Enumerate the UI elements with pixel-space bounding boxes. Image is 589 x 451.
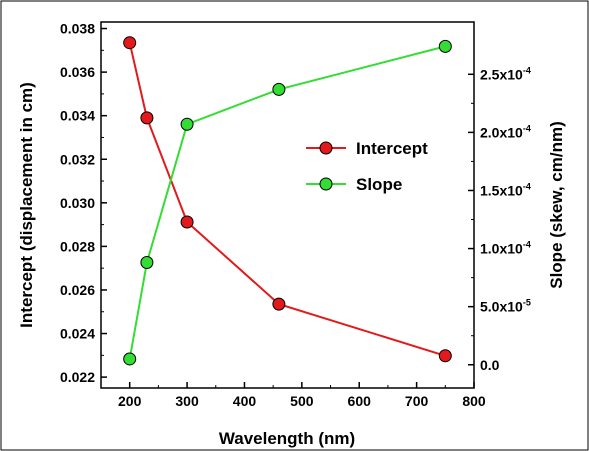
right-y-tick-exponent: -4 <box>523 240 531 250</box>
right-y-tick-base: 1.0x10 <box>480 241 523 257</box>
data-point-intercept <box>123 36 137 50</box>
series-group <box>123 36 452 366</box>
right-y-tick-base: 5.0x10 <box>480 299 523 315</box>
left-y-tick-label: 0.024 <box>60 326 95 342</box>
right-y-tick-exponent: -4 <box>523 123 531 133</box>
left-y-tick-label: 0.026 <box>60 282 95 298</box>
left-y-tick-label: 0.030 <box>60 195 95 211</box>
right-y-tick-label: 2.5x10-4 <box>480 65 531 82</box>
left-y-tick-label: 0.036 <box>60 64 95 80</box>
legend-label-slope: Slope <box>356 175 402 194</box>
x-tick-label: 300 <box>175 393 199 409</box>
right-y-axis-title: Slope (skew, cm/nm) <box>547 121 566 289</box>
data-point-slope <box>140 256 154 270</box>
left-y-axis-ticks: 0.022 0.024 0.026 0.028 0.030 0.032 0.034 0.036… <box>60 21 107 385</box>
x-tick-label: 400 <box>233 393 257 409</box>
right-y-tick-exponent: -4 <box>523 65 531 75</box>
data-point-intercept <box>140 111 154 125</box>
data-point-intercept <box>272 297 286 311</box>
right-y-tick-label: 0.0 <box>480 357 500 373</box>
right-y-tick-label: 1.0x10-4 <box>480 240 531 257</box>
data-point-slope <box>123 352 137 366</box>
right-y-tick-base: 1.5x10 <box>480 182 523 198</box>
right-y-tick-base: 0.0 <box>480 357 500 373</box>
data-point-slope <box>180 117 194 131</box>
left-y-tick-label: 0.028 <box>60 238 95 254</box>
data-point-slope <box>272 82 286 96</box>
x-tick-label: 800 <box>462 393 486 409</box>
x-axis-ticks: 200 300 400 500 600 700 800 <box>100 382 486 409</box>
left-y-axis-title: Intercept (displacement in cm) <box>17 82 36 328</box>
data-point-slope <box>438 39 452 53</box>
left-y-tick-label: 0.032 <box>60 151 95 167</box>
right-y-tick-exponent: -5 <box>523 298 531 308</box>
x-tick-label: 500 <box>290 393 314 409</box>
x-tick-label: 600 <box>348 393 372 409</box>
left-y-tick-label: 0.038 <box>60 21 95 37</box>
right-y-axis-ticks: 0.05.0x10-51.0x10-41.5x10-42.0x10-42.5x1… <box>468 65 531 373</box>
right-y-tick-label: 2.0x10-4 <box>480 123 531 140</box>
right-y-tick-base: 2.5x10 <box>480 66 523 82</box>
legend-marker-intercept <box>319 141 333 155</box>
right-y-tick-label: 5.0x10-5 <box>480 298 531 315</box>
series-line-slope <box>128 45 446 360</box>
right-y-tick-exponent: -4 <box>523 181 531 191</box>
legend-label-intercept: Intercept <box>356 139 428 158</box>
x-tick-label: 700 <box>405 393 429 409</box>
plot-frame <box>100 21 475 389</box>
legend: Intercept Slope <box>306 139 428 194</box>
x-axis-title: Wavelength (nm) <box>219 429 355 448</box>
right-y-tick-base: 2.0x10 <box>480 124 523 140</box>
right-y-tick-label: 1.5x10-4 <box>480 181 531 198</box>
data-point-intercept <box>180 215 194 229</box>
left-y-tick-label: 0.022 <box>60 369 95 385</box>
legend-marker-slope <box>319 177 333 191</box>
data-point-intercept <box>438 349 452 363</box>
left-y-tick-label: 0.034 <box>60 108 95 124</box>
x-tick-label: 200 <box>118 393 142 409</box>
series-line-intercept <box>128 42 446 357</box>
